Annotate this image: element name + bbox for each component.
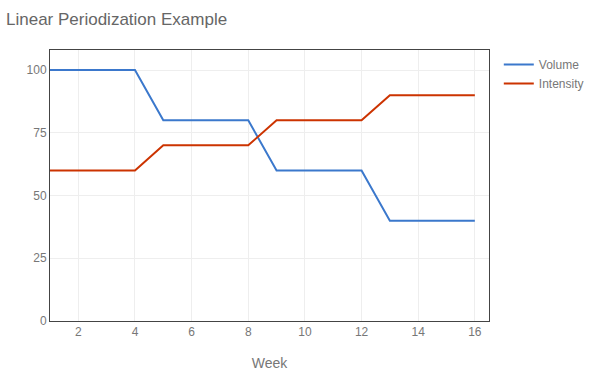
svg-text:6: 6 <box>188 325 195 339</box>
svg-text:Volume: Volume <box>539 58 579 72</box>
svg-text:75: 75 <box>33 126 47 140</box>
svg-text:0: 0 <box>40 314 47 328</box>
svg-text:8: 8 <box>245 325 252 339</box>
svg-text:12: 12 <box>355 325 369 339</box>
svg-text:10: 10 <box>298 325 312 339</box>
svg-text:2: 2 <box>75 325 82 339</box>
svg-text:50: 50 <box>33 189 47 203</box>
svg-text:14: 14 <box>412 325 426 339</box>
svg-text:Week: Week <box>252 355 289 371</box>
svg-text:Linear Periodization Example: Linear Periodization Example <box>6 10 227 29</box>
svg-text:16: 16 <box>468 325 482 339</box>
svg-text:4: 4 <box>132 325 139 339</box>
svg-text:Intensity: Intensity <box>539 77 584 91</box>
svg-text:25: 25 <box>33 251 47 265</box>
svg-text:100: 100 <box>27 63 47 77</box>
